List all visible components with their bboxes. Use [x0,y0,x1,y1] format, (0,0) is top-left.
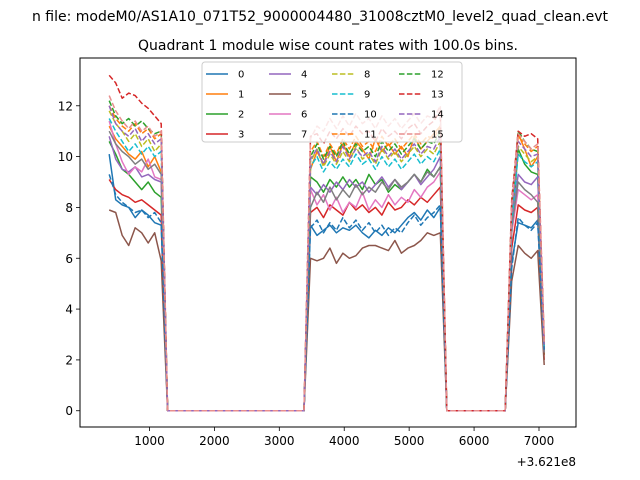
legend-label-10: 10 [364,110,377,121]
chart-title: Quadrant 1 module wise count rates with … [138,38,518,54]
x-tick-label: 1000 [134,434,165,448]
axes-layer: 1000 2000 3000 4000 5000 6000 7000 0 2 4 6 8 10 12 [58,99,555,448]
legend-label-6: 6 [301,110,307,121]
legend-label-3: 3 [238,130,244,141]
legend-label-5: 5 [301,90,307,101]
legend-label-8: 8 [364,70,370,81]
legend-label-14: 14 [431,110,444,121]
x-tick-label: 5000 [394,434,425,448]
legend-label-9: 9 [364,90,370,101]
x-offset-label: +3.621e8 [517,455,576,469]
x-tick-label: 6000 [459,434,490,448]
y-tick-label: 12 [58,99,73,113]
y-tick-label: 10 [58,150,73,164]
x-tick-label: 7000 [524,434,555,448]
legend-box [201,61,463,143]
y-tick-label: 6 [65,252,73,266]
legend-label-2: 2 [238,110,244,121]
plot-frame [79,57,577,428]
x-tick-label: 4000 [329,434,360,448]
legend-label-15: 15 [431,130,444,141]
legend-label-13: 13 [431,90,444,101]
x-tick-label: 2000 [199,434,230,448]
legend-label-11: 11 [364,130,377,141]
legend-label-0: 0 [238,70,244,81]
legend-label-7: 7 [301,130,307,141]
legend-label-4: 4 [301,70,307,81]
legend-label-1: 1 [238,90,244,101]
y-tick-label: 2 [65,353,73,367]
y-tick-label: 8 [65,201,73,215]
x-tick-label: 3000 [264,434,295,448]
y-tick-label: 0 [65,404,73,418]
y-tick-label: 4 [65,303,73,317]
series-layer [108,74,545,412]
legend-label-12: 12 [431,70,444,81]
figure-suptitle: n file: modeM0/AS1A10_071T52_9000004480_… [32,9,609,25]
